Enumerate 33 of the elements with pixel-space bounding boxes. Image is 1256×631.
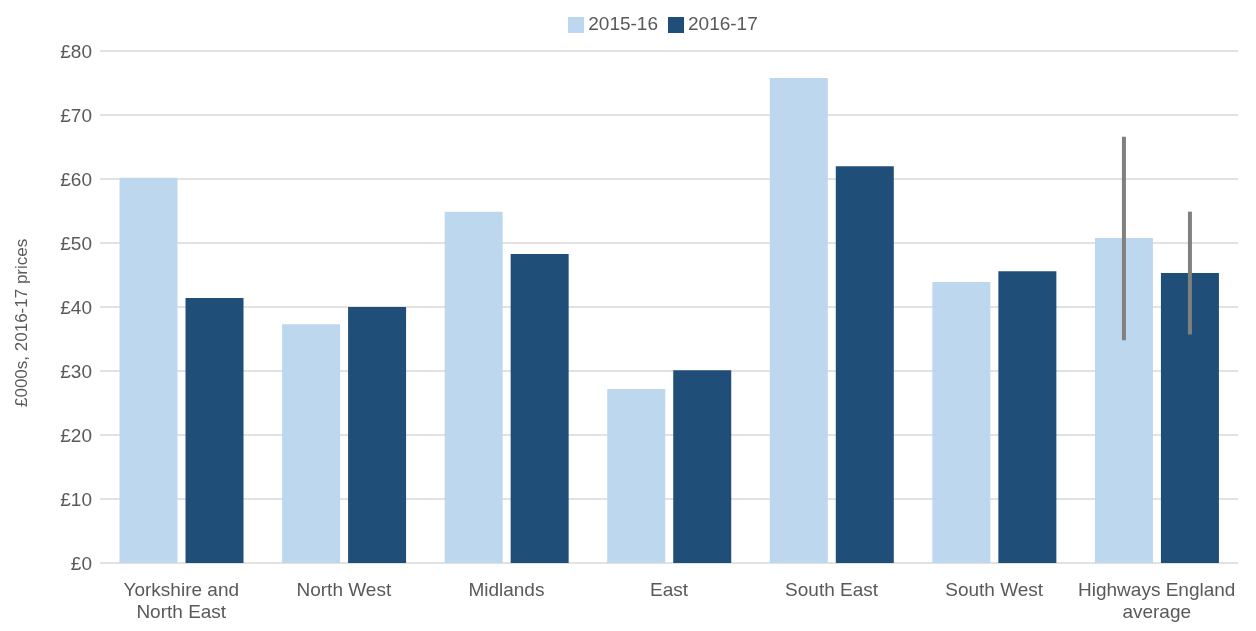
- bar: [348, 307, 407, 563]
- y-tick-label: £60: [60, 168, 92, 190]
- y-tick-label: £0: [70, 552, 92, 574]
- bar: [119, 177, 178, 563]
- bar: [510, 253, 569, 563]
- y-tick-label: £30: [60, 360, 92, 382]
- bar: [607, 388, 666, 563]
- bar: [444, 211, 503, 563]
- bar: [185, 298, 244, 563]
- bar: [673, 370, 732, 563]
- x-tick-label: South West: [945, 579, 1044, 600]
- x-tick-label: Yorkshire and North East: [123, 579, 240, 622]
- y-tick-label: £70: [60, 104, 92, 126]
- y-axis-title: £000s, 2016-17 prices: [12, 238, 32, 407]
- x-tick-label: East: [649, 579, 689, 600]
- x-tick-label: North West: [296, 579, 392, 600]
- bar: [1160, 273, 1219, 563]
- bar: [769, 77, 828, 563]
- x-tick-label: South East: [785, 579, 879, 600]
- bar: [932, 282, 991, 563]
- y-tick-label: £20: [60, 424, 92, 446]
- y-tick-label: £10: [60, 488, 92, 510]
- bar: [835, 166, 894, 563]
- y-tick-label: £50: [60, 232, 92, 254]
- y-tick-label: £40: [60, 296, 92, 318]
- bar: [998, 271, 1057, 563]
- bar: [1094, 237, 1153, 563]
- y-tick-label: £80: [60, 40, 92, 62]
- bar: [282, 324, 341, 563]
- x-tick-label: Midlands: [468, 579, 545, 600]
- legend-label: 2016-17: [688, 13, 758, 34]
- legend-label: 2015-16: [588, 13, 658, 34]
- x-tick-label: Highways England average: [1078, 579, 1236, 622]
